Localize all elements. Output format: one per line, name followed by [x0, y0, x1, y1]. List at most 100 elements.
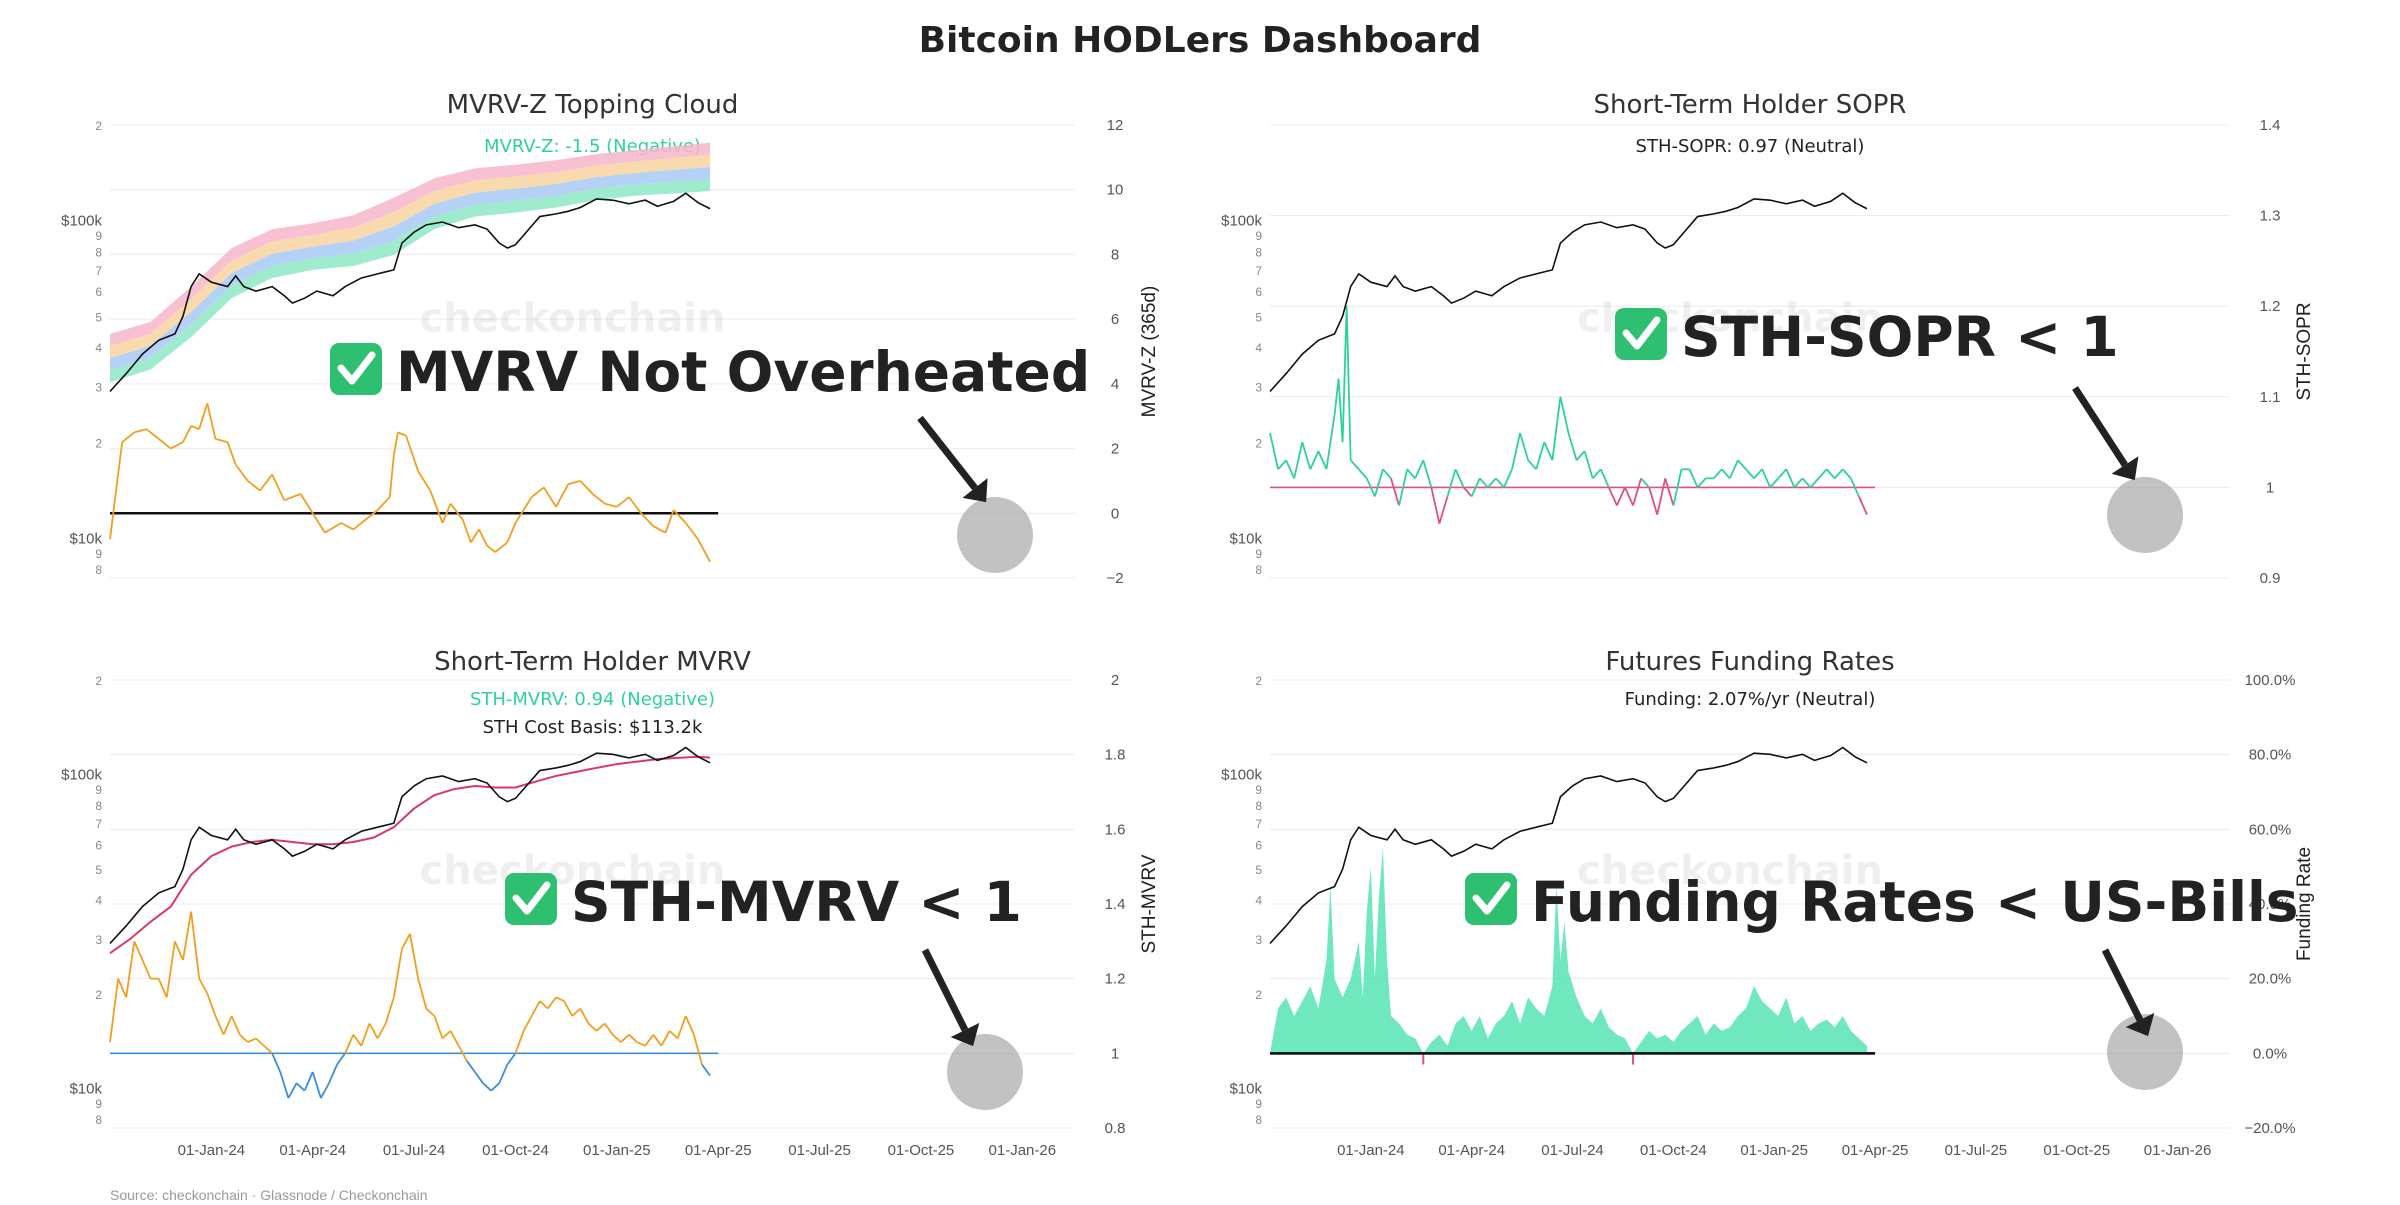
sthmvrv-oscillator-segment	[603, 1022, 614, 1036]
sthmvrv-right-tick: 1.6	[1105, 821, 1126, 838]
sopr-oscillator-segment	[1495, 477, 1505, 488]
sthmvrv-oscillator-segment	[401, 933, 411, 950]
sthmvrv-oscillator-segment	[612, 1034, 622, 1043]
mvrv-oscillator-segment	[405, 435, 420, 472]
sopr-oscillator-segment	[1527, 459, 1537, 470]
sopr-left-tick: $100k	[1221, 213, 1262, 230]
sopr-oscillator-segment	[1825, 468, 1836, 479]
funding-left-tick: 8	[1255, 799, 1262, 813]
sthmvrv-oscillator-segment	[303, 1071, 314, 1092]
sthmvrv-oscillator-segment	[457, 1045, 468, 1062]
funding-arrow-shaft	[2101, 948, 2144, 1022]
sthmvrv-oscillator-segment	[474, 1071, 484, 1084]
funding-left-tick: 2	[1255, 674, 1262, 688]
sthmvrv-left-tick: 7	[95, 817, 102, 831]
mvrv-left-tick: $10k	[69, 530, 102, 547]
mvrv-oscillator-segment	[470, 528, 480, 543]
mvrv-oscillator-segment	[514, 496, 533, 524]
sthmvrv-oscillator-segment	[522, 1015, 533, 1032]
panel-funding: Futures Funding Rates Funding: 2.07%/yr (…	[1221, 647, 2315, 1159]
sthmvrv-oscillator-segment	[109, 978, 120, 1043]
check-mark	[337, 351, 376, 385]
sthmvrv-watermark: checkonchain	[420, 848, 726, 894]
mvrv-oscillator-segment	[429, 490, 444, 524]
sthmvrv-oscillator-segment	[579, 1008, 590, 1024]
sopr-oscillator-segment	[1309, 450, 1320, 470]
sopr-right-tick: 1.2	[2260, 298, 2281, 315]
sthmvrv-left-tick: 8	[95, 799, 102, 813]
mvrv-left-tick: 4	[95, 341, 102, 355]
panel-sopr: Short-Term Holder SOPR STH-SOPR: 0.97 (Ne…	[1221, 90, 2315, 587]
sthmvrv-left-tick: 6	[95, 838, 102, 852]
sopr-oscillator-segment	[1608, 487, 1618, 506]
sopr-left-tick: 4	[1255, 341, 1262, 355]
sthmvrv-oscillator-segment	[676, 1015, 687, 1039]
mvrv-title: MVRV-Z Topping Cloud	[447, 90, 739, 120]
funding-x-tick: 01-Jan-25	[1740, 1142, 1808, 1159]
sopr-oscillator-segment	[1422, 459, 1433, 488]
funding-left-tick: 7	[1255, 817, 1262, 831]
sopr-oscillator-segment	[1511, 432, 1521, 470]
funding-left-tick: 3	[1255, 933, 1262, 947]
sopr-highlight-circle	[2107, 477, 2183, 553]
sthmvrv-oscillator-segment	[263, 1045, 273, 1054]
sthmvrv-oscillator-segment	[117, 978, 128, 998]
sthmvrv-oscillator-segment	[287, 1082, 298, 1099]
sthmvrv-right-tick: 1	[1111, 1045, 1119, 1062]
sthmvrv-x-tick: 01-Jul-25	[788, 1142, 851, 1159]
sopr-oscillator-segment	[1793, 477, 1804, 488]
mvrv-right-tick: 10	[1107, 182, 1124, 199]
sopr-oscillator-segment	[1293, 441, 1304, 479]
sthmvrv-left-tick: 8	[95, 1113, 102, 1127]
sopr-arrow-head	[2111, 456, 2139, 481]
sopr-right-tick: 1.4	[2260, 117, 2281, 134]
sopr-oscillator-segment	[1688, 468, 1699, 488]
mvrv-left-tick: $100k	[61, 213, 102, 230]
sopr-right-tick: 1	[2266, 479, 2274, 496]
mvrv-oscillator-segment	[506, 522, 517, 543]
mvrv-callout: MVRV Not Overheated	[396, 340, 1090, 404]
sthmvrv-left-tick: 5	[95, 863, 102, 877]
sthmvrv-oscillator-segment	[295, 1082, 306, 1092]
mvrv-oscillator-segment	[170, 441, 184, 450]
sopr-oscillator-segment	[1406, 468, 1416, 479]
sthmvrv-title: Short-Term Holder MVRV	[434, 647, 751, 677]
sopr-left-tick: 7	[1255, 264, 1262, 278]
sthmvrv-oscillator-segment	[157, 978, 168, 998]
sopr-y-axis-label: STH-SOPR	[2294, 302, 2315, 400]
funding-right-tick: −20.0%	[2244, 1120, 2295, 1137]
sthmvrv-oscillator-segment	[376, 1023, 387, 1039]
funding-funding-area	[1270, 848, 1867, 1054]
mvrv-oscillator-segment	[121, 431, 135, 443]
sthmvrv-oscillator-segment	[539, 1000, 549, 1010]
sopr-oscillator-segment	[1438, 496, 1449, 524]
sthmvrv-oscillator-segment	[239, 1034, 249, 1043]
funding-x-tick: 01-Apr-24	[1438, 1142, 1505, 1159]
sopr-oscillator-segment	[1664, 478, 1675, 506]
sopr-oscillator-segment	[1559, 396, 1570, 434]
sopr-oscillator-segment	[1325, 414, 1336, 470]
mvrv-arrow-shaft	[917, 415, 978, 491]
sopr-oscillator-segment	[1713, 468, 1723, 479]
sthmvrv-callout: STH-MVRV < 1	[571, 870, 1022, 934]
sthmvrv-oscillator-segment	[417, 978, 428, 1009]
funding-right-tick: 40.0%	[2249, 896, 2292, 913]
sthmvrv-oscillator-segment	[514, 1030, 525, 1054]
sthmvrv-oscillator-segment	[506, 1052, 517, 1066]
funding-right-tick: 80.0%	[2249, 747, 2292, 764]
mvrv-left-tick: 8	[95, 563, 102, 577]
sopr-oscillator-segment	[1487, 477, 1497, 488]
sopr-left-tick: 5	[1255, 310, 1262, 324]
sthmvrv-checkmark-icon	[505, 873, 557, 925]
sopr-left-tick: 2	[1255, 437, 1262, 451]
mvrv-oscillator-segment	[397, 431, 407, 437]
sopr-checkmark-icon	[1615, 308, 1667, 360]
sopr-oscillator-segment	[1632, 478, 1642, 506]
sthmvrv-oscillator-segment	[498, 1064, 509, 1084]
sopr-arrow-shaft	[2072, 386, 2128, 467]
funding-right-tick: 20.0%	[2249, 971, 2292, 988]
mvrv-oscillator-segment	[697, 538, 711, 563]
sopr-oscillator-segment	[1656, 478, 1667, 515]
